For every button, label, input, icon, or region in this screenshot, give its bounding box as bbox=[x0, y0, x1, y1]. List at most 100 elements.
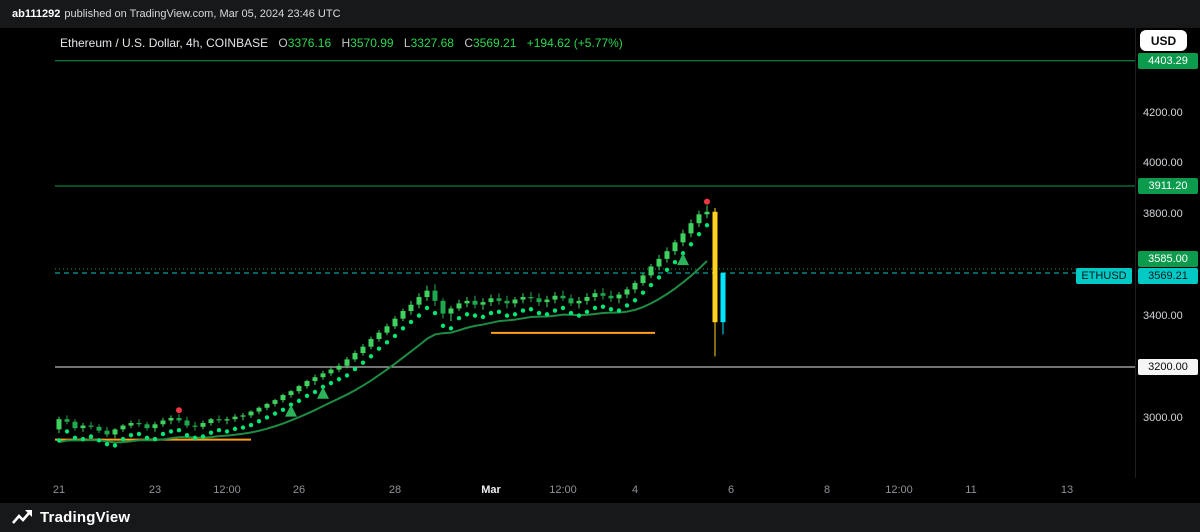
time-axis-label: 4 bbox=[631, 484, 639, 496]
trail-dot bbox=[56, 438, 62, 443]
trail-dot bbox=[128, 433, 134, 438]
candle bbox=[536, 293, 542, 306]
candle bbox=[256, 406, 262, 415]
legend-high-value: 3570.99 bbox=[350, 36, 394, 50]
trail-dot bbox=[232, 426, 238, 432]
candle bbox=[160, 417, 166, 427]
currency-usd-button[interactable]: USD bbox=[1140, 30, 1187, 51]
candle bbox=[112, 428, 118, 439]
candle bbox=[376, 330, 382, 342]
trail-dot bbox=[640, 290, 646, 295]
trail-dot bbox=[448, 326, 454, 331]
candle bbox=[304, 379, 310, 389]
trail-dot bbox=[336, 377, 342, 382]
trail-dot bbox=[496, 309, 502, 314]
legend-change: +194.62 (+5.77%) bbox=[526, 36, 623, 50]
trail-dot bbox=[152, 436, 158, 442]
candle bbox=[296, 384, 302, 394]
price-axis[interactable]: 4200.00 4000.00 3800.00 3400.00 3000.00 4403.… bbox=[1135, 28, 1200, 478]
trail-dot bbox=[72, 435, 78, 440]
candle bbox=[712, 207, 718, 357]
buy-signal-triangle bbox=[677, 253, 689, 266]
trail-dot bbox=[136, 431, 142, 437]
trail-dot bbox=[144, 435, 150, 440]
sell-signal-dot bbox=[704, 198, 710, 205]
trail-dot bbox=[216, 427, 222, 433]
candle bbox=[680, 229, 686, 247]
footer-bar: TradingView bbox=[0, 503, 1200, 532]
candle bbox=[312, 374, 318, 385]
trail-dot bbox=[480, 314, 486, 320]
candle bbox=[480, 298, 486, 310]
trail-dot bbox=[432, 310, 438, 316]
legend-open-label: O bbox=[278, 36, 288, 50]
trail-dot bbox=[472, 313, 478, 318]
candle bbox=[544, 295, 550, 308]
candle bbox=[208, 417, 214, 426]
trail-dot bbox=[544, 312, 550, 317]
candles-layer bbox=[56, 205, 726, 439]
trail-dot bbox=[304, 393, 310, 398]
legend-close-label: C bbox=[464, 36, 473, 50]
price-axis-label: 4000.00 bbox=[1143, 157, 1183, 170]
candle bbox=[440, 298, 446, 319]
attribution-text: published on TradingView.com, Mar 05, 20… bbox=[64, 8, 341, 20]
chart-area[interactable]: Ethereum / U.S. Dollar, 4h, COINBASE O33… bbox=[0, 28, 1200, 503]
trail-dot bbox=[568, 310, 574, 316]
candle bbox=[624, 286, 630, 299]
trail-dot bbox=[648, 282, 654, 288]
candle bbox=[488, 294, 494, 306]
price-axis-label: 4200.00 bbox=[1143, 106, 1183, 119]
trail-dot bbox=[584, 309, 590, 314]
candle bbox=[80, 423, 86, 432]
candle bbox=[200, 420, 206, 430]
candle bbox=[512, 297, 518, 308]
trail-dot bbox=[400, 326, 406, 331]
candle bbox=[416, 293, 422, 309]
price-axis-label: 3400.00 bbox=[1143, 310, 1183, 323]
tradingview-logo-icon bbox=[12, 510, 33, 525]
candle bbox=[608, 290, 614, 303]
candle bbox=[96, 424, 102, 434]
tradingview-brand[interactable]: TradingView bbox=[40, 509, 131, 526]
candle bbox=[88, 421, 94, 430]
time-axis-label: Mar bbox=[481, 484, 501, 496]
trail-dot bbox=[80, 436, 86, 442]
price-level-badge: 3585.00 bbox=[1138, 251, 1198, 268]
candle bbox=[656, 255, 662, 271]
legend-open-value: 3376.16 bbox=[287, 36, 332, 50]
trail-dot bbox=[352, 366, 358, 372]
trend-ma-line bbox=[58, 260, 708, 444]
time-axis-label: 12:00 bbox=[213, 484, 241, 496]
price-axis-label: 3000.00 bbox=[1143, 411, 1183, 424]
trail-dot bbox=[96, 438, 102, 443]
buy-signal-triangle bbox=[285, 404, 297, 417]
trail-dot bbox=[392, 333, 398, 339]
trail-dot bbox=[424, 305, 430, 311]
trail-dot bbox=[344, 373, 350, 378]
attribution-user: ab111292 bbox=[12, 8, 61, 20]
legend-high-label: H bbox=[341, 36, 351, 50]
time-axis-label: 6 bbox=[727, 484, 735, 496]
trail-dot bbox=[464, 312, 470, 317]
trail-dot bbox=[384, 340, 390, 345]
chart-legend: Ethereum / U.S. Dollar, 4h, COINBASE O33… bbox=[60, 36, 623, 50]
trail-dot bbox=[488, 310, 494, 316]
time-axis-label: 21 bbox=[52, 484, 66, 496]
candle bbox=[464, 297, 470, 308]
trail-dot bbox=[328, 380, 334, 386]
trail-dot bbox=[208, 430, 214, 435]
trail-dot bbox=[88, 434, 94, 439]
time-axis[interactable]: 21 23 12:00 26 28 Mar 12:00 4 6 8 12:00 11 13 bbox=[0, 478, 1135, 503]
trail-dot bbox=[456, 315, 462, 321]
candle bbox=[400, 308, 406, 322]
time-axis-label: 12:00 bbox=[885, 484, 913, 496]
candle bbox=[56, 416, 62, 434]
candle bbox=[368, 336, 374, 350]
price-chart[interactable] bbox=[0, 28, 1200, 478]
candle bbox=[152, 421, 158, 432]
trail-dot bbox=[296, 398, 302, 404]
candle bbox=[648, 263, 654, 278]
trail-dot bbox=[224, 429, 230, 434]
